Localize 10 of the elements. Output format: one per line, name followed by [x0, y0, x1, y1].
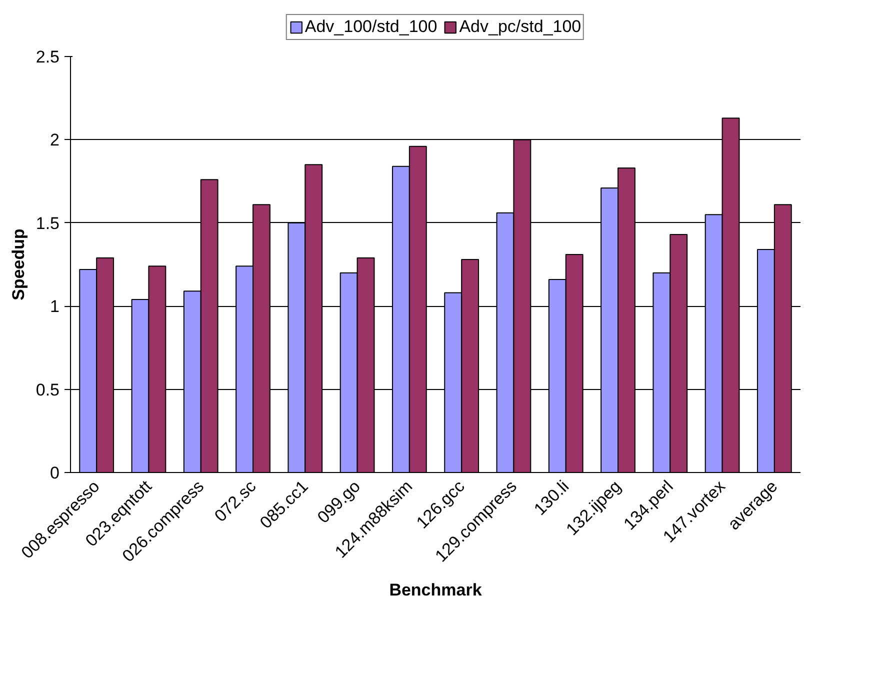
y-tick-label: 2 — [50, 130, 60, 150]
y-tick-label: 0.5 — [36, 380, 60, 400]
y-tick-label: 1.5 — [36, 214, 60, 233]
legend-label: Adv_100/std_100 — [304, 17, 438, 37]
y-tick-label: 0 — [50, 464, 60, 482]
y-tick-label: 1 — [50, 297, 60, 316]
legend-label: Adv_pc/std_100 — [459, 17, 582, 37]
y-tick-label: 2.5 — [36, 48, 60, 66]
x-axis-title: Benchmark — [389, 580, 482, 600]
y-axis-title: Speedup — [8, 228, 28, 300]
